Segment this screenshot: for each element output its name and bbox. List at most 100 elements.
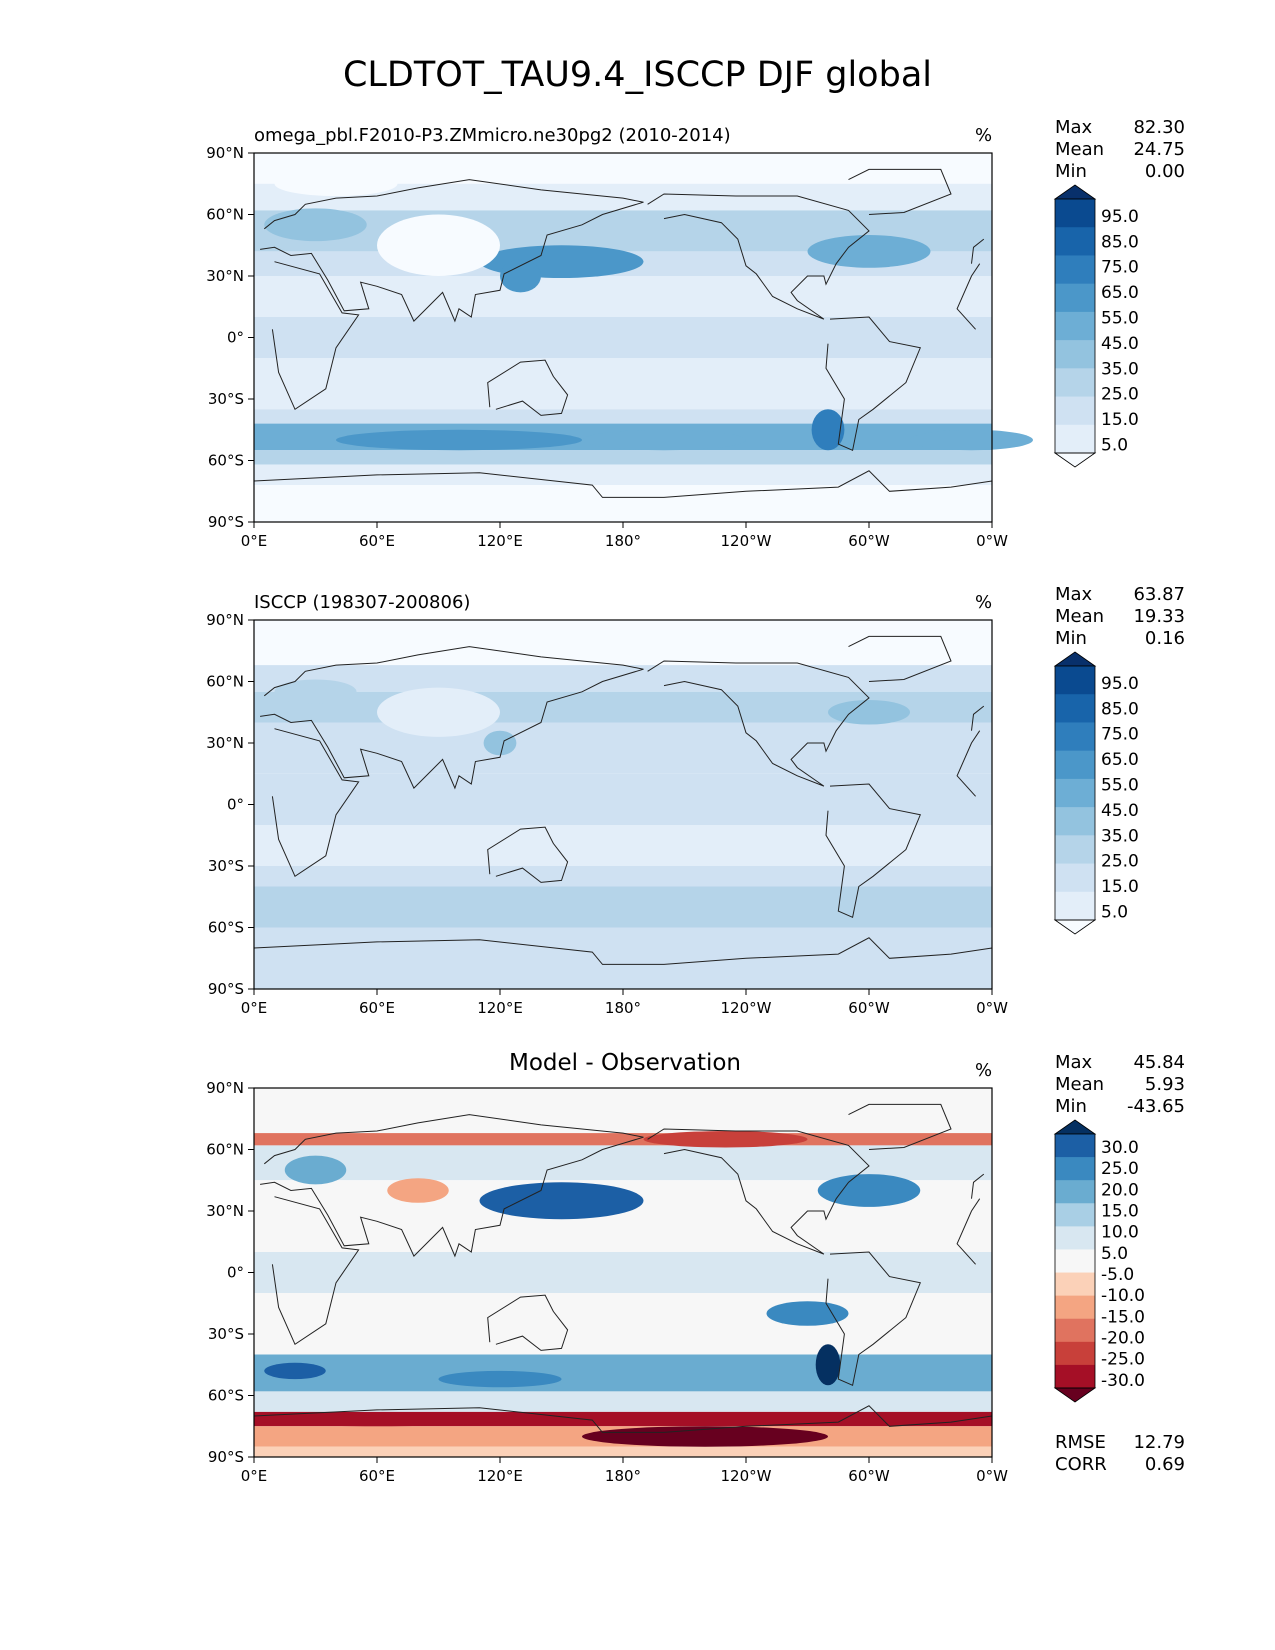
colorbar-label: 65.0 xyxy=(1101,283,1139,303)
colorbar-bin xyxy=(1055,425,1095,454)
colorbar-label: -25.0 xyxy=(1101,1350,1145,1370)
rmse-value: 12.79 xyxy=(1133,1432,1185,1454)
colorbar-bin xyxy=(1055,835,1095,864)
field-blob xyxy=(582,430,746,451)
lon-tick-label: 0°E xyxy=(241,1467,268,1485)
model-panel: omega_pbl.F2010-P3.ZMmicro.ne30pg2 (2010… xyxy=(0,125,1275,565)
lat-tick-label: 60°N xyxy=(206,673,244,691)
lat-tick-label: 60°N xyxy=(206,206,244,224)
lat-tick-label: 90°N xyxy=(206,611,244,629)
field-band xyxy=(254,1088,992,1133)
colorbar-label: 15.0 xyxy=(1101,410,1139,430)
colorbar-label: 30.0 xyxy=(1101,1138,1139,1158)
field-band xyxy=(254,723,992,774)
lon-tick-label: 0°E xyxy=(241,999,268,1017)
field-band xyxy=(254,465,992,486)
lon-tick-label: 60°E xyxy=(359,999,395,1017)
field-band xyxy=(254,928,992,949)
field-blob xyxy=(387,1178,449,1203)
field-band xyxy=(254,409,992,423)
colorbar-bin xyxy=(1055,1365,1095,1389)
field-band xyxy=(254,665,992,692)
field-band xyxy=(254,358,992,409)
colorbar-bin xyxy=(1055,1296,1095,1320)
field-band xyxy=(254,1447,992,1457)
colorbar-extend-min xyxy=(1055,920,1095,934)
colorbar-extend-max xyxy=(1055,1120,1095,1134)
colorbar-bin xyxy=(1055,340,1095,369)
colorbar-bin xyxy=(1055,1273,1095,1297)
colorbar-bin xyxy=(1055,892,1095,921)
lon-tick-label: 0°E xyxy=(241,532,268,550)
colorbar-extend-min xyxy=(1055,453,1095,467)
colorbar-label: -15.0 xyxy=(1101,1307,1145,1327)
field-band xyxy=(254,450,992,464)
colorbar-label: 85.0 xyxy=(1101,232,1139,252)
field-blob xyxy=(500,260,541,293)
field-blob xyxy=(336,430,582,451)
colorbar-label: 35.0 xyxy=(1101,826,1139,846)
lon-tick-label: 120°W xyxy=(721,532,772,550)
colorbar-bin xyxy=(1055,227,1095,256)
colorbar-label: 35.0 xyxy=(1101,359,1139,379)
lon-tick-label: 60°E xyxy=(359,532,395,550)
colorbar-label: 45.0 xyxy=(1101,801,1139,821)
field-band xyxy=(254,620,992,665)
observation-panel: ISCCP (198307-200806) % Max 63.87 Mean 19.… xyxy=(0,592,1275,1032)
colorbar-bin xyxy=(1055,1342,1095,1366)
colorbar-label: 5.0 xyxy=(1101,1244,1128,1264)
colorbar-bin xyxy=(1055,284,1095,313)
lon-tick-label: 120°E xyxy=(477,532,523,550)
colorbar-bin xyxy=(1055,199,1095,228)
field-blob xyxy=(264,1363,326,1379)
lon-tick-label: 180° xyxy=(605,1467,641,1485)
model-map-svg: 0°E 60°E 120°E 180° 120°W 60°W 0°W90°N60°N30°N… xyxy=(0,125,1275,565)
field-band xyxy=(254,317,992,358)
model-field xyxy=(254,153,1033,522)
field-blob xyxy=(484,731,517,756)
field-blob xyxy=(285,1156,347,1185)
lon-tick-label: 120°W xyxy=(721,999,772,1017)
colorbar-bin xyxy=(1055,1249,1095,1273)
colorbar-bin xyxy=(1055,255,1095,284)
lat-tick-label: 90°S xyxy=(208,513,244,531)
field-blob xyxy=(808,235,931,268)
field-band xyxy=(254,1391,992,1412)
colorbar-label: 5.0 xyxy=(1101,435,1128,455)
lat-tick-label: 0° xyxy=(227,329,244,347)
field-band xyxy=(254,887,992,928)
colorbar-bin xyxy=(1055,1319,1095,1343)
colorbar-bin xyxy=(1055,807,1095,836)
colorbar-bin xyxy=(1055,397,1095,426)
corr-label: CORR xyxy=(1055,1454,1107,1476)
colorbar-label: 75.0 xyxy=(1101,258,1139,278)
field-blob xyxy=(767,1301,849,1326)
colorbar-label: 15.0 xyxy=(1101,1202,1139,1222)
corr-value: 0.69 xyxy=(1145,1454,1185,1476)
field-blob xyxy=(480,1182,644,1219)
lon-tick-label: 120°E xyxy=(477,999,523,1017)
colorbar-bin xyxy=(1055,312,1095,341)
colorbar-label: 25.0 xyxy=(1101,385,1139,405)
field-blob xyxy=(818,1174,921,1207)
lat-tick-label: 90°S xyxy=(208,1448,244,1466)
colorbar-label: 85.0 xyxy=(1101,699,1139,719)
lat-tick-label: 30°N xyxy=(206,1202,244,1220)
colorbar-label: 10.0 xyxy=(1101,1223,1139,1243)
field-band xyxy=(254,1355,992,1392)
colorbar-label: 95.0 xyxy=(1101,207,1139,227)
lon-tick-label: 180° xyxy=(605,532,641,550)
lon-tick-label: 0°W xyxy=(976,1467,1008,1485)
field-band xyxy=(254,825,992,866)
lat-tick-label: 30°S xyxy=(208,1325,244,1343)
colorbar-label: 25.0 xyxy=(1101,852,1139,872)
lat-tick-label: 90°N xyxy=(206,144,244,162)
colorbar-label: -5.0 xyxy=(1101,1265,1134,1285)
field-blob xyxy=(275,679,357,704)
field-band xyxy=(254,1252,992,1293)
rmse-label: RMSE xyxy=(1055,1432,1106,1454)
observation-map-svg: 0°E 60°E 120°E 180° 120°W 60°W 0°W 90°N 60°N 30°N… xyxy=(0,592,1275,1032)
figure-title: CLDTOT_TAU9.4_ISCCP DJF global xyxy=(0,55,1275,95)
lon-tick-label: 180° xyxy=(605,999,641,1017)
lat-tick-label: 60°N xyxy=(206,1141,244,1159)
